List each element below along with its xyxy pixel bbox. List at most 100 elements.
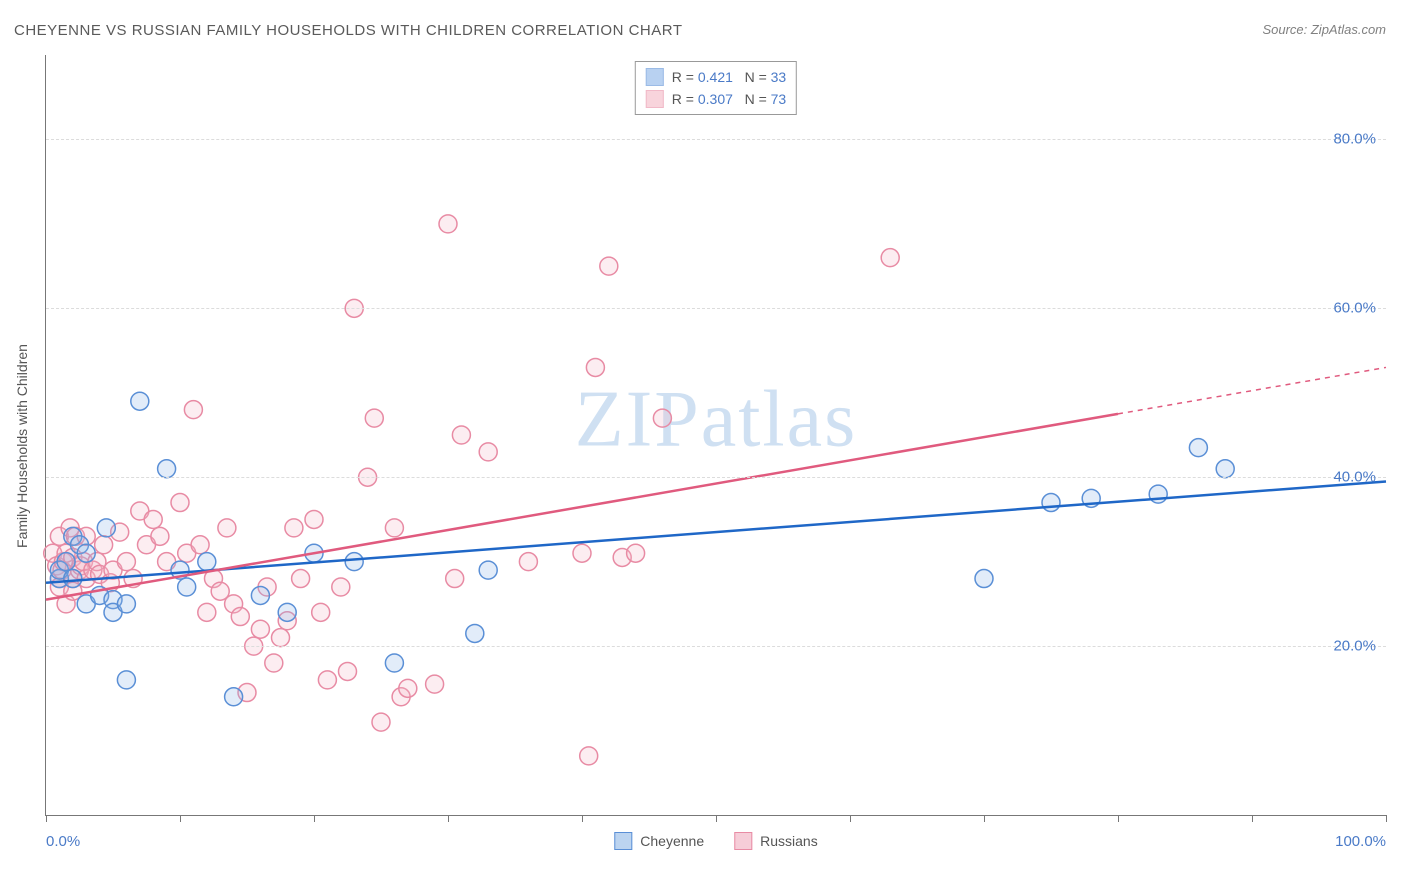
legend-swatch [646, 68, 664, 86]
x-tick [180, 815, 181, 822]
data-point [345, 553, 363, 571]
y-tick-label: 40.0% [1333, 469, 1376, 486]
data-point [1149, 485, 1167, 503]
data-point [171, 494, 189, 512]
y-tick-label: 20.0% [1333, 638, 1376, 655]
trend-line-dashed [1118, 367, 1386, 413]
data-point [466, 624, 484, 642]
plot-svg [46, 55, 1386, 815]
data-point [198, 553, 216, 571]
data-point [586, 358, 604, 376]
data-point [191, 536, 209, 554]
data-point [339, 662, 357, 680]
trend-line [46, 481, 1386, 582]
data-point [975, 570, 993, 588]
gridline-h [46, 308, 1386, 309]
y-tick-label: 80.0% [1333, 131, 1376, 148]
series-legend: Cheyenne Russians [614, 832, 817, 850]
legend-item: Russians [734, 832, 818, 850]
legend-swatch [646, 90, 664, 108]
chart-title: CHEYENNE VS RUSSIAN FAMILY HOUSEHOLDS WI… [14, 22, 683, 39]
correlation-text: R = 0.421 N = 33 [672, 69, 786, 85]
data-point [285, 519, 303, 537]
chart-container: CHEYENNE VS RUSSIAN FAMILY HOUSEHOLDS WI… [0, 0, 1406, 892]
data-point [131, 392, 149, 410]
data-point [57, 553, 75, 571]
correlation-legend-row: R = 0.421 N = 33 [646, 66, 786, 88]
x-tick [1386, 815, 1387, 822]
x-tick [1118, 815, 1119, 822]
legend-label: Cheyenne [640, 833, 704, 849]
data-point [446, 570, 464, 588]
data-point [372, 713, 390, 731]
data-point [881, 249, 899, 267]
data-point [144, 510, 162, 528]
data-point [292, 570, 310, 588]
plot-area: ZIPatlas R = 0.421 N = 33R = 0.307 N = 7… [45, 55, 1386, 816]
data-point [1042, 494, 1060, 512]
x-tick [984, 815, 985, 822]
data-point [385, 519, 403, 537]
correlation-legend: R = 0.421 N = 33 R = 0.307 N = 73 [635, 61, 797, 115]
gridline-h [46, 646, 1386, 647]
data-point [1216, 460, 1234, 478]
data-point [318, 671, 336, 689]
data-point [600, 257, 618, 275]
data-point [312, 603, 330, 621]
data-point [218, 519, 236, 537]
x-tick [314, 815, 315, 822]
gridline-h [46, 477, 1386, 478]
gridline-h [46, 139, 1386, 140]
x-tick [46, 815, 47, 822]
x-tick [448, 815, 449, 822]
data-point [77, 544, 95, 562]
data-point [158, 460, 176, 478]
data-point [479, 443, 497, 461]
data-point [479, 561, 497, 579]
data-point [198, 603, 216, 621]
data-point [184, 401, 202, 419]
data-point [117, 553, 135, 571]
data-point [452, 426, 470, 444]
x-tick [716, 815, 717, 822]
y-tick-label: 60.0% [1333, 300, 1376, 317]
legend-label: Russians [760, 833, 818, 849]
legend-swatch [614, 832, 632, 850]
source-attribution: Source: ZipAtlas.com [1262, 22, 1386, 37]
data-point [265, 654, 283, 672]
x-tick [850, 815, 851, 822]
x-tick [1252, 815, 1253, 822]
data-point [365, 409, 383, 427]
data-point [151, 527, 169, 545]
x-tick [582, 815, 583, 822]
data-point [225, 688, 243, 706]
data-point [117, 671, 135, 689]
data-point [1189, 439, 1207, 457]
trend-line [46, 414, 1118, 600]
x-axis-max-label: 100.0% [1335, 833, 1386, 850]
data-point [95, 536, 113, 554]
data-point [627, 544, 645, 562]
x-axis-min-label: 0.0% [46, 833, 80, 850]
data-point [278, 603, 296, 621]
data-point [251, 620, 269, 638]
legend-item: Cheyenne [614, 832, 704, 850]
data-point [117, 595, 135, 613]
data-point [332, 578, 350, 596]
y-axis-title: Family Households with Children [14, 344, 30, 548]
correlation-text: R = 0.307 N = 73 [672, 91, 786, 107]
data-point [653, 409, 671, 427]
data-point [97, 519, 115, 537]
data-point [426, 675, 444, 693]
data-point [251, 586, 269, 604]
data-point [272, 629, 290, 647]
data-point [439, 215, 457, 233]
data-point [385, 654, 403, 672]
data-point [64, 570, 82, 588]
data-point [178, 578, 196, 596]
legend-swatch [734, 832, 752, 850]
correlation-legend-row: R = 0.307 N = 73 [646, 88, 786, 110]
data-point [399, 679, 417, 697]
data-point [231, 608, 249, 626]
data-point [519, 553, 537, 571]
